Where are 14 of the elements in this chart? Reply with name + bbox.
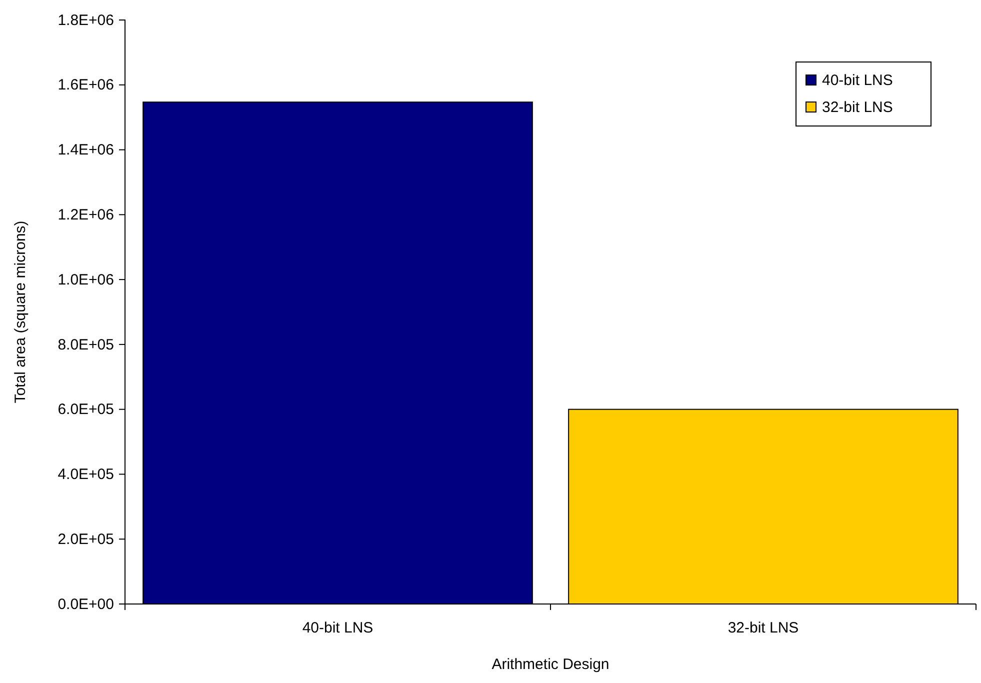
y-tick-label: 4.0E+05 xyxy=(58,466,114,484)
y-tick-label: 0.0E+00 xyxy=(58,596,114,613)
y-tick-label: 2.0E+05 xyxy=(58,530,114,548)
y-tick-label: 1.4E+06 xyxy=(58,142,114,159)
y-tick-label: 1.0E+06 xyxy=(58,271,114,288)
y-tick-label: 1.2E+06 xyxy=(58,206,114,224)
y-tick-label: 6.0E+05 xyxy=(58,401,114,418)
y-tick-label: 8.0E+05 xyxy=(58,336,114,354)
x-axis-title: Arithmetic Design xyxy=(492,656,610,673)
y-tick-label: 1.8E+06 xyxy=(58,12,114,29)
y-tick-label: 1.6E+06 xyxy=(58,76,114,94)
y-axis-title: Total area (square microns) xyxy=(12,220,29,404)
legend-label: 40-bit LNS xyxy=(822,72,893,89)
legend-label: 32-bit LNS xyxy=(822,99,893,116)
